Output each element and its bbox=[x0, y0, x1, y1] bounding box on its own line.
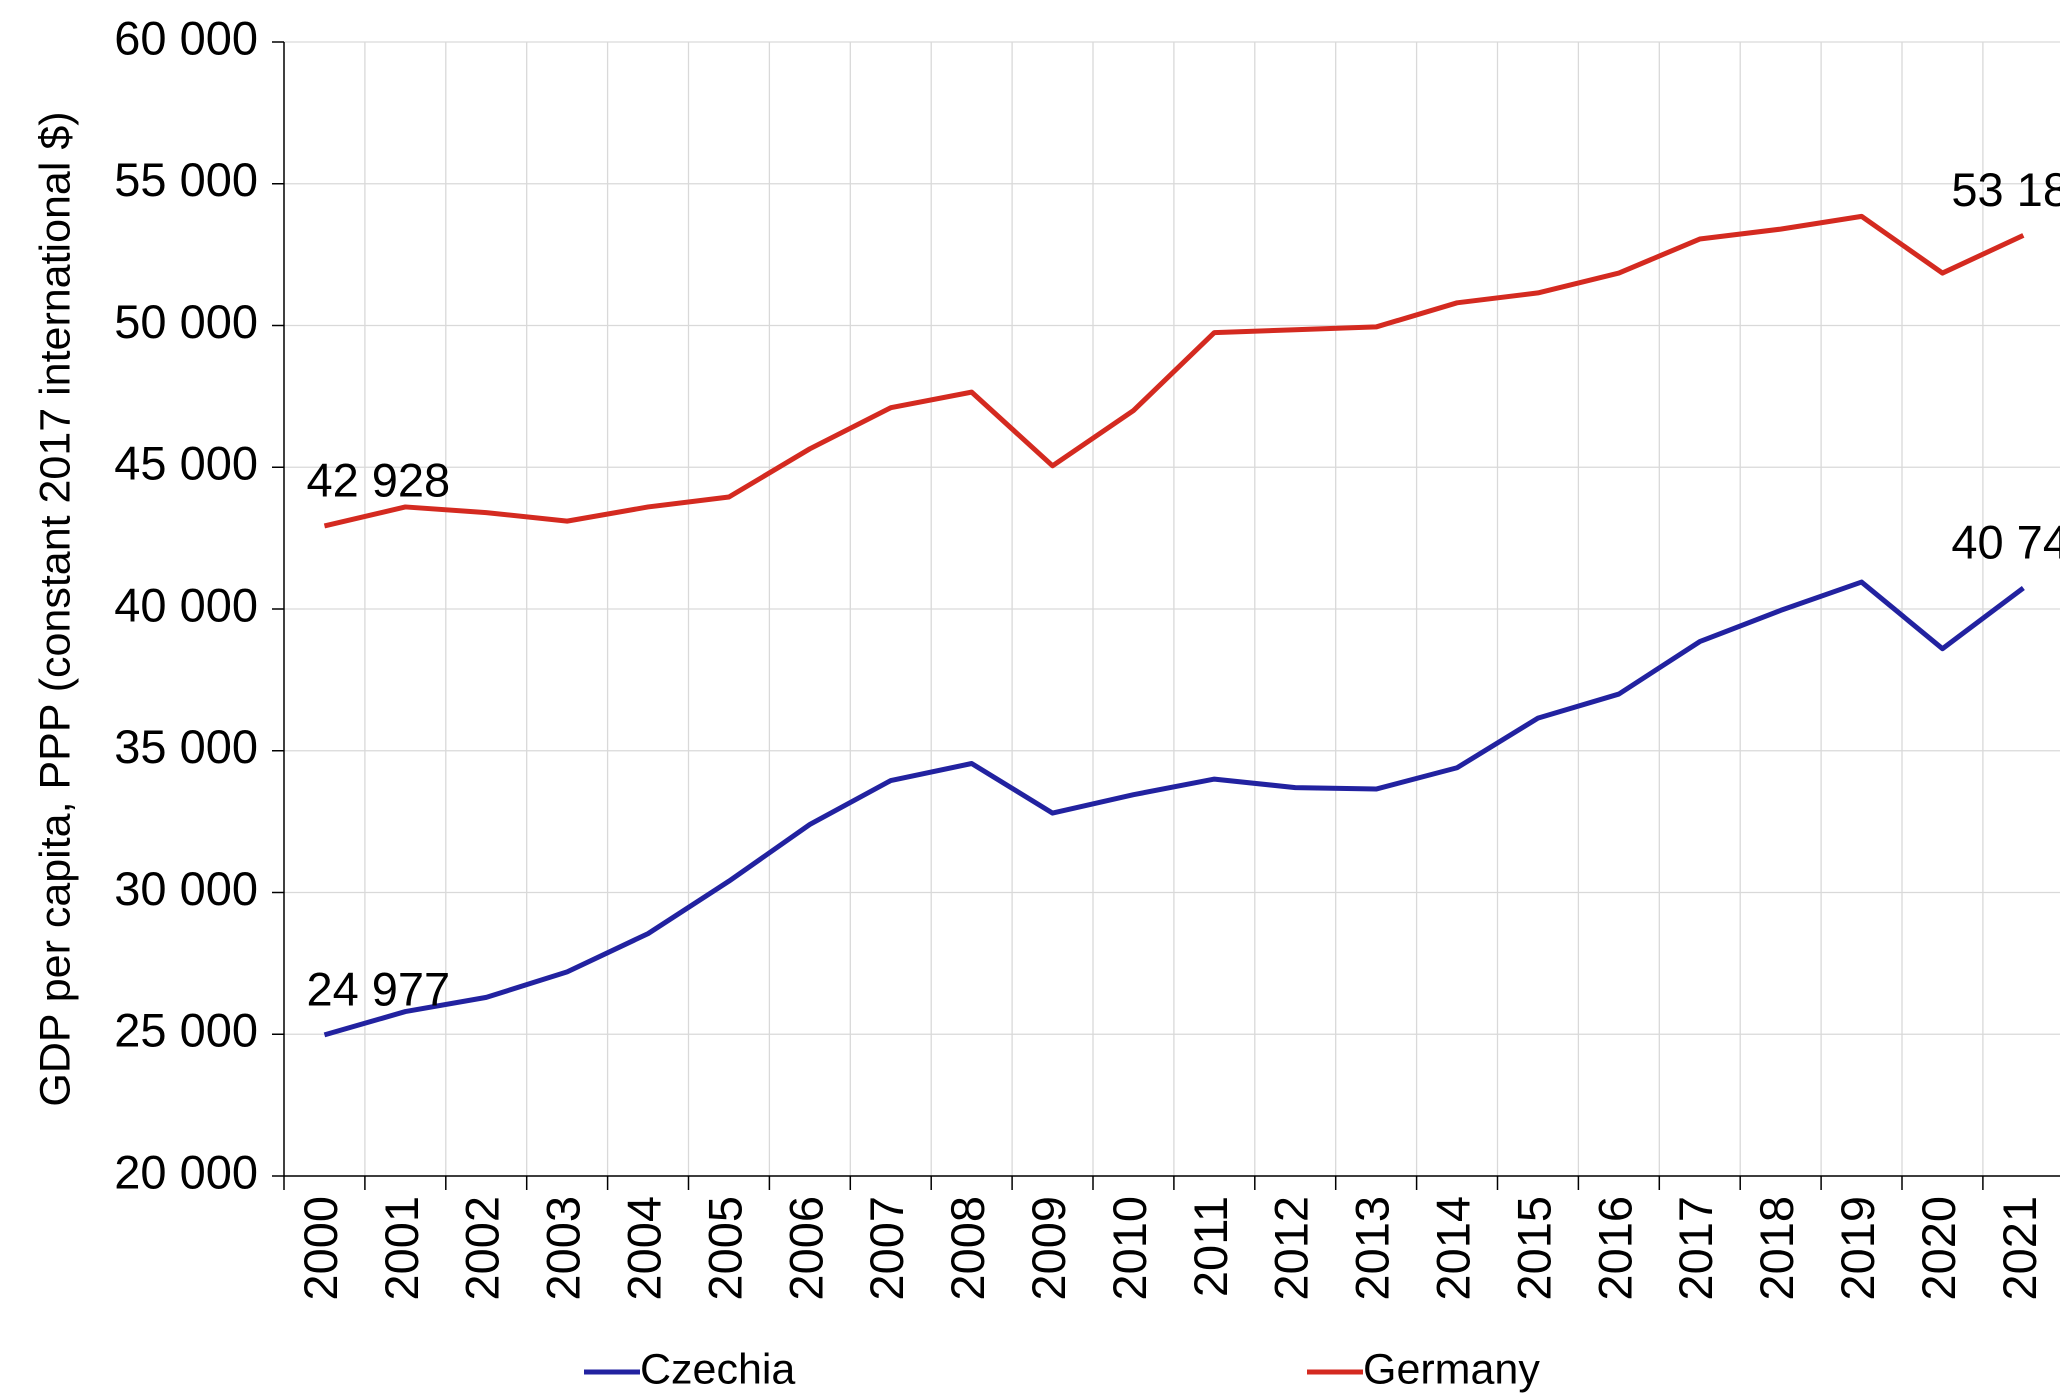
y-tick-label: 40 000 bbox=[114, 578, 258, 631]
x-tick-label: 2017 bbox=[1669, 1196, 1722, 1301]
y-axis-title: GDP per capita, PPP (constant 2017 inter… bbox=[31, 111, 79, 1106]
page: GDP per capita, PPP (constant 2017 inter… bbox=[0, 0, 2060, 1395]
y-tick-label: 30 000 bbox=[114, 862, 258, 915]
y-tick-label: 60 000 bbox=[114, 11, 258, 64]
data-label: 24 977 bbox=[306, 962, 450, 1015]
x-tick-label: 2015 bbox=[1507, 1196, 1560, 1301]
y-tick-label: 20 000 bbox=[114, 1145, 258, 1198]
x-tick-label: 2016 bbox=[1588, 1196, 1641, 1301]
x-tick-label: 2012 bbox=[1265, 1196, 1318, 1301]
y-tick-label: 50 000 bbox=[114, 295, 258, 348]
x-tick-label: 2004 bbox=[617, 1196, 670, 1301]
x-tick-label: 2019 bbox=[1831, 1196, 1884, 1301]
data-label: 53 180 bbox=[1951, 163, 2060, 216]
y-tick-label: 55 000 bbox=[114, 153, 258, 206]
y-tick-label: 45 000 bbox=[114, 437, 258, 490]
x-tick-label: 2014 bbox=[1426, 1196, 1479, 1301]
x-tick-label: 2001 bbox=[375, 1196, 428, 1301]
data-label: 42 928 bbox=[306, 453, 450, 506]
x-tick-label: 2009 bbox=[1022, 1196, 1075, 1301]
x-tick-label: 2008 bbox=[941, 1196, 994, 1301]
x-tick-label: 2005 bbox=[698, 1196, 751, 1301]
x-tick-label: 2010 bbox=[1103, 1196, 1156, 1301]
data-label: 40 740 bbox=[1951, 515, 2060, 568]
y-tick-label: 25 000 bbox=[114, 1004, 258, 1057]
x-tick-label: 2011 bbox=[1184, 1196, 1237, 1297]
x-tick-label: 2006 bbox=[779, 1196, 832, 1301]
x-tick-label: 2007 bbox=[860, 1196, 913, 1301]
x-tick-label: 2018 bbox=[1750, 1196, 1803, 1301]
x-tick-label: 2013 bbox=[1346, 1196, 1399, 1301]
chart: GDP per capita, PPP (constant 2017 inter… bbox=[0, 0, 2060, 1395]
x-tick-label: 2021 bbox=[1993, 1196, 2046, 1301]
x-tick-label: 2000 bbox=[294, 1196, 347, 1301]
x-tick-label: 2003 bbox=[537, 1196, 590, 1301]
y-tick-label: 35 000 bbox=[114, 720, 258, 773]
legend-label: Germany bbox=[1363, 1345, 1540, 1393]
x-tick-label: 2002 bbox=[456, 1196, 509, 1301]
x-tick-label: 2020 bbox=[1912, 1196, 1965, 1301]
legend-label: Czechia bbox=[640, 1345, 795, 1393]
